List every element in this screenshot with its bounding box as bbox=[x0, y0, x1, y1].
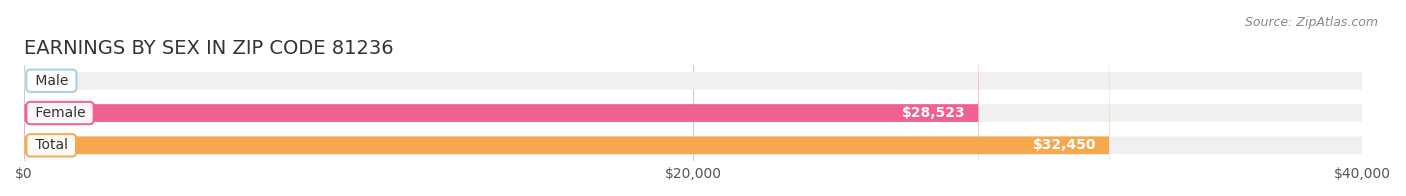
Text: $28,523: $28,523 bbox=[901, 106, 965, 120]
Text: Source: ZipAtlas.com: Source: ZipAtlas.com bbox=[1244, 16, 1378, 29]
Text: EARNINGS BY SEX IN ZIP CODE 81236: EARNINGS BY SEX IN ZIP CODE 81236 bbox=[24, 39, 394, 57]
FancyBboxPatch shape bbox=[24, 0, 1362, 196]
FancyBboxPatch shape bbox=[24, 0, 1362, 196]
Text: Female: Female bbox=[31, 106, 90, 120]
FancyBboxPatch shape bbox=[24, 0, 1362, 196]
Text: $32,450: $32,450 bbox=[1033, 138, 1097, 152]
FancyBboxPatch shape bbox=[24, 0, 979, 196]
Text: $0: $0 bbox=[39, 74, 58, 88]
Text: Total: Total bbox=[31, 138, 72, 152]
FancyBboxPatch shape bbox=[24, 0, 1109, 196]
Text: Male: Male bbox=[31, 74, 72, 88]
